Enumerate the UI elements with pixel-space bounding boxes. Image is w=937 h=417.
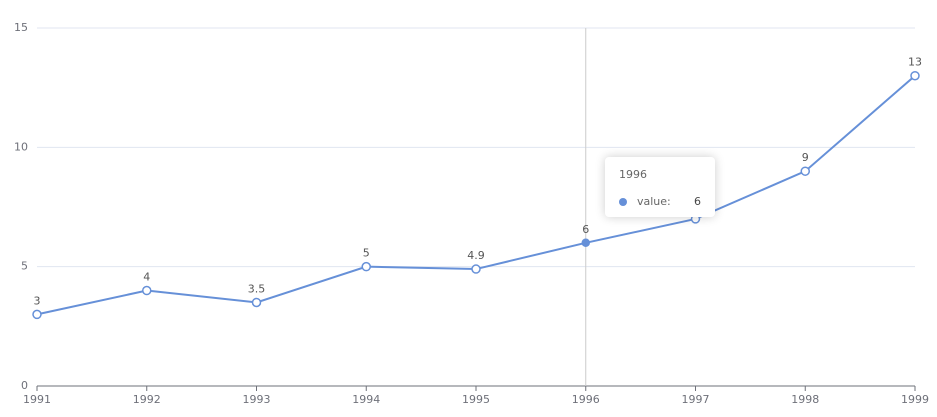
x-tick-label: 1992 bbox=[133, 393, 161, 406]
data-label: 4 bbox=[143, 271, 150, 284]
tooltip: 1996 value: 6 bbox=[605, 157, 715, 217]
point bbox=[471, 264, 481, 274]
y-tick-label: 15 bbox=[14, 21, 28, 34]
x-tick-label: 1993 bbox=[243, 393, 271, 406]
x-tick-label: 1994 bbox=[352, 393, 380, 406]
line bbox=[36, 74, 916, 316]
x-tick-label: 1999 bbox=[901, 393, 929, 406]
point bbox=[800, 166, 810, 176]
point bbox=[32, 309, 42, 320]
x-tick-label: 1996 bbox=[572, 393, 600, 406]
data-label: 13 bbox=[908, 56, 922, 69]
x-tick-label: 1998 bbox=[791, 393, 819, 406]
x-tick-label: 1995 bbox=[462, 393, 490, 406]
data-label: 6 bbox=[582, 223, 589, 236]
data-label: 4.9 bbox=[467, 249, 485, 262]
point bbox=[581, 238, 590, 248]
tooltip-label: value: bbox=[637, 195, 671, 208]
tooltip-row: value: 6 bbox=[619, 195, 701, 208]
y-tick-label: 5 bbox=[21, 260, 28, 273]
y-tick-label: 10 bbox=[14, 140, 28, 153]
point bbox=[251, 297, 262, 308]
tooltip-marker bbox=[619, 197, 627, 206]
tooltip-value: 6 bbox=[694, 195, 701, 208]
tooltip-title: 1996 bbox=[619, 168, 647, 181]
point bbox=[361, 261, 371, 272]
x-tick-label: 1991 bbox=[23, 393, 51, 406]
x-tick-label: 1997 bbox=[682, 393, 710, 406]
data-label: 9 bbox=[802, 151, 809, 164]
y-tick-label: 0 bbox=[21, 379, 28, 392]
point bbox=[142, 285, 152, 296]
data-label: 3.5 bbox=[248, 282, 266, 295]
point bbox=[910, 70, 920, 81]
data-label: 3 bbox=[34, 294, 41, 307]
data-label: 5 bbox=[363, 247, 370, 260]
